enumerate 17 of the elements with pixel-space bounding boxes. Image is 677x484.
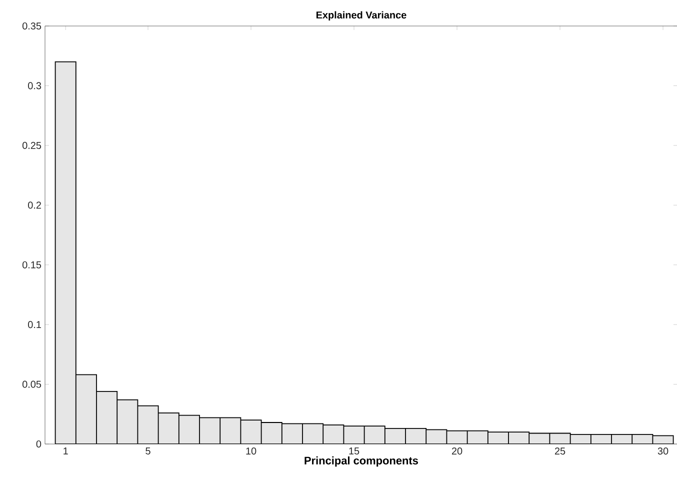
- y-tick-label: 0: [36, 440, 42, 448]
- x-axis-title: Principal components: [304, 456, 418, 467]
- y-tick-label: 0.15: [22, 261, 42, 268]
- y-tick-label: 0.25: [22, 142, 42, 149]
- y-tick-label: 0.05: [22, 380, 42, 388]
- y-tick-label: 0.2: [28, 202, 41, 209]
- chart-title: Explained Variance: [316, 11, 406, 20]
- x-tick-label: 10: [246, 448, 256, 455]
- x-tick-label: 30: [658, 448, 668, 455]
- x-tick-label: 15: [349, 448, 360, 454]
- x-tick-label: 20: [452, 448, 462, 455]
- x-tick-label: 5: [146, 448, 150, 454]
- y-tick-label: 0.35: [22, 22, 42, 30]
- x-tick-label: 25: [554, 448, 566, 455]
- x-tick-label: 1: [64, 448, 68, 454]
- y-tick-label: 0.3: [28, 82, 42, 90]
- y-tick-label: 0.1: [28, 321, 41, 328]
